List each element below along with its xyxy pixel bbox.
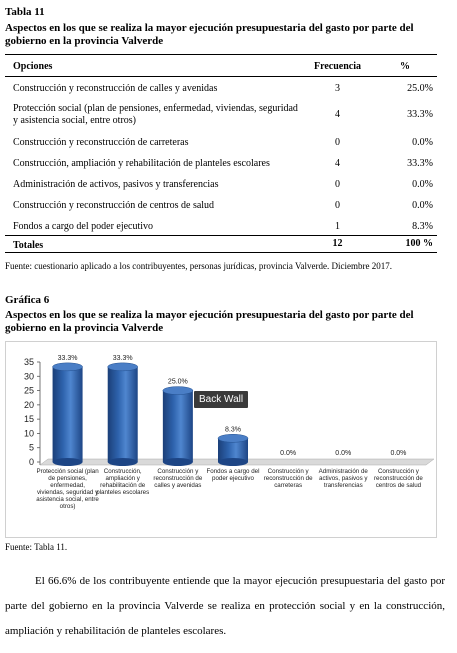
table-row-freq: 0 <box>335 179 340 190</box>
y-tick-label: 30 <box>24 371 34 381</box>
bar <box>107 366 138 462</box>
bar-bottom <box>52 458 83 466</box>
y-tick-label: 20 <box>24 400 34 410</box>
table-top-rule <box>5 54 437 55</box>
data-label: 0.0% <box>390 450 406 457</box>
data-label: 0.0% <box>280 450 296 457</box>
y-tick-label: 5 <box>29 443 34 453</box>
header-frequency: Frecuencia <box>313 61 362 72</box>
category-label: Construcción y reconstrucción de centros… <box>373 468 423 489</box>
category-label: Protección social (plan de pensiones, en… <box>36 468 99 510</box>
chart-tooltip: Back Wall <box>194 391 249 408</box>
bar-top <box>217 434 249 443</box>
table-row-option: Protección social (plan de pensiones, en… <box>13 103 298 126</box>
table-row-freq: 0 <box>335 200 340 211</box>
y-tick-label: 15 <box>24 414 34 424</box>
bar <box>52 366 83 462</box>
figure-label: Gráfica 6 <box>5 294 50 306</box>
bar <box>162 390 193 462</box>
bar-bottom <box>107 458 138 466</box>
data-label: 33.3% <box>58 355 78 362</box>
category-label: Construcción y reconstrucción de calles … <box>153 468 203 489</box>
data-label: 33.3% <box>113 355 133 362</box>
table-row-pct: 33.3% <box>407 158 433 169</box>
table-row-freq: 1 <box>335 221 340 232</box>
y-tick-label: 35 <box>24 357 34 367</box>
table-source: Fuente: cuestionario aplicado a los cont… <box>5 261 392 271</box>
table-row-freq: 3 <box>335 83 340 94</box>
totals-pct: 100 % <box>405 238 434 249</box>
bar-bottom <box>218 458 248 466</box>
table-row-freq: 4 <box>335 158 340 169</box>
chart-plot: 0 5 10 15 20 25 30 35 33.3% 33.3% 25.0% 8.3% 0.0% 0.0… <box>24 355 435 467</box>
body-paragraph: El 66.6% de los contribuyente entiende q… <box>5 575 445 637</box>
table-row-pct: 0.0% <box>412 179 433 190</box>
data-label: 0.0% <box>335 450 351 457</box>
table-row-option: Administración de activos, pasivos y tra… <box>13 179 219 190</box>
table-row-option: Construcción y reconstrucción de carrete… <box>13 137 189 148</box>
figure-source: Fuente: Tabla 11. <box>5 542 68 552</box>
bar <box>218 438 248 462</box>
table-label: Tabla 11 <box>5 6 45 18</box>
bar-chart: 0 5 10 15 20 25 30 35 33.3% 33.3% 25.0% 8.3% 0.0% 0.0… <box>5 341 437 538</box>
table-bottom-rule <box>5 252 437 253</box>
category-label: Construcción y reconstrucción de carrete… <box>263 468 313 489</box>
table-title: Aspectos en los que se realiza la mayor … <box>5 22 414 47</box>
table-row-pct: 8.3% <box>412 221 433 232</box>
totals-label: Totales <box>13 240 44 251</box>
table-row-pct: 0.0% <box>412 137 433 148</box>
table-row-freq: 4 <box>335 109 340 120</box>
table-row-option: Construcción, ampliación y rehabilitació… <box>13 158 270 169</box>
y-tick-label: 25 <box>24 386 34 396</box>
y-tick-label: 0 <box>29 457 34 467</box>
table-row-option: Construcción y reconstrucción de calles … <box>13 83 218 94</box>
table-totals-rule <box>5 235 437 236</box>
data-label: 8.3% <box>225 426 241 433</box>
table-row-option: Fondos a cargo del poder ejecutivo <box>13 221 154 232</box>
table-header-rule <box>5 76 437 77</box>
table-row-pct: 33.3% <box>407 109 433 120</box>
table-row-freq: 0 <box>335 137 340 148</box>
bar-top <box>107 362 138 372</box>
bar-top <box>162 386 194 395</box>
totals-freq: 12 <box>332 238 343 249</box>
table-row-option: Construcción y reconstrucción de centros… <box>13 200 215 211</box>
category-label: Construcción, ampliación y rehabilitació… <box>96 468 150 496</box>
table-row-pct: 0.0% <box>412 200 433 211</box>
figure-title: Aspectos en los que se realiza la mayor … <box>5 309 414 334</box>
y-tick-label: 10 <box>24 428 34 438</box>
header-option: Opciones <box>13 61 53 72</box>
table-row-pct: 25.0% <box>407 83 433 94</box>
bar-top <box>52 362 83 372</box>
category-label: Fondos a cargo del poder ejecutivo <box>206 468 260 482</box>
data-label: 25.0% <box>168 379 188 386</box>
bar-bottom <box>162 458 193 466</box>
header-percent: % <box>400 61 410 72</box>
category-label: Administración de activos, pasivos y tra… <box>318 468 368 489</box>
